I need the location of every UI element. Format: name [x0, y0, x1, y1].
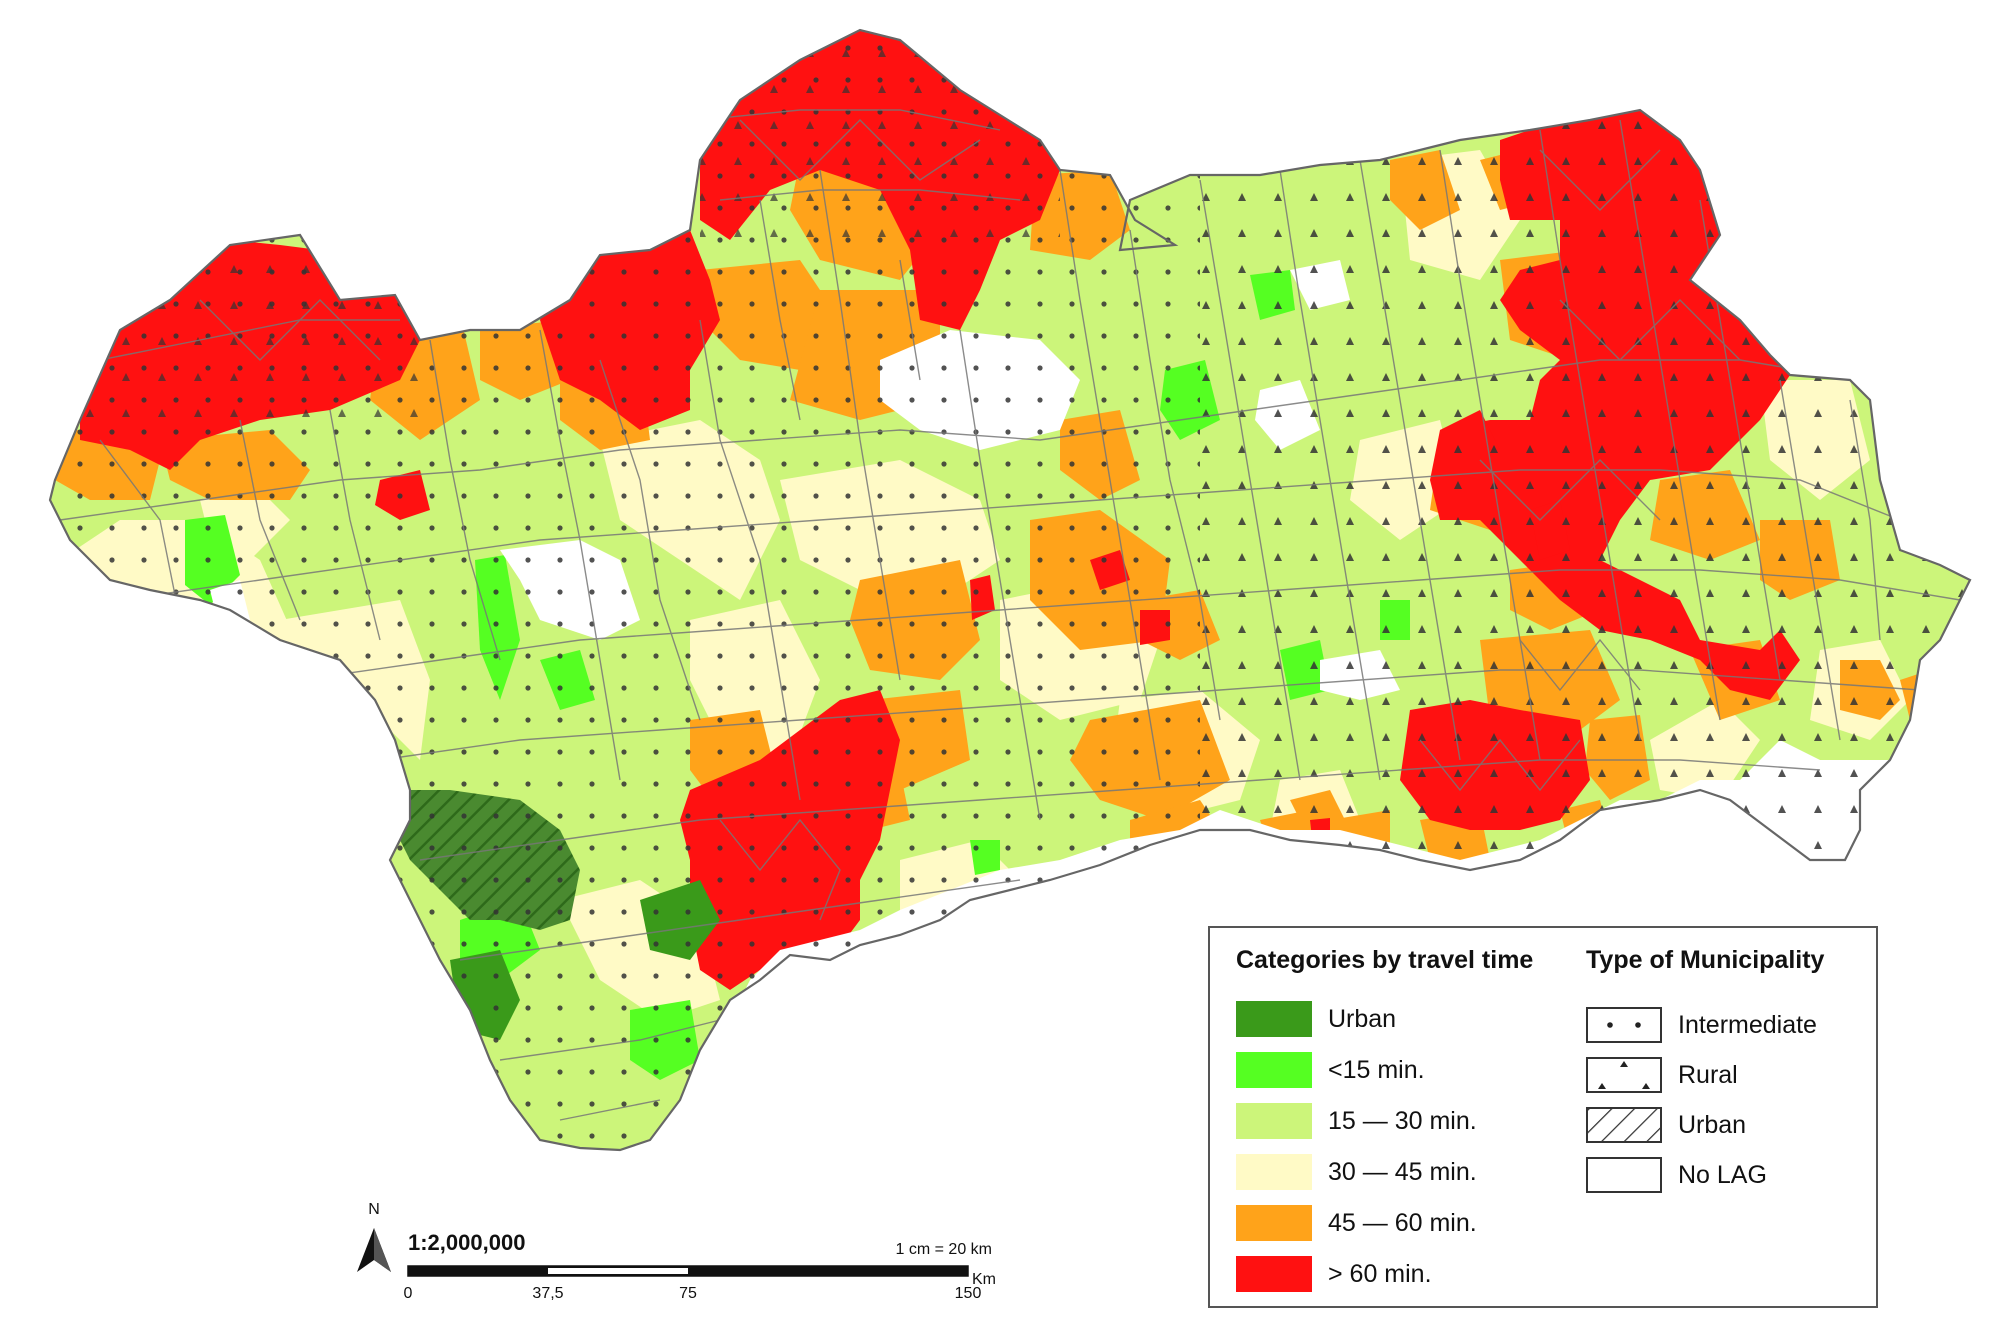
- swatch-lt15: [1236, 1052, 1312, 1088]
- legend-travel-item-gt60: > 60 min.: [1236, 1255, 1432, 1293]
- swatch-gt60: [1236, 1256, 1312, 1292]
- legend-type-item-urban: Urban: [1586, 1106, 1746, 1144]
- legend-label: No LAG: [1678, 1160, 1767, 1189]
- scale-tick-0: 0: [404, 1285, 413, 1302]
- legend-travel-item-45-60: 45 — 60 min.: [1236, 1204, 1477, 1242]
- legend-travel-item-lt15: <15 min.: [1236, 1051, 1425, 1089]
- empty-pattern-icon: [1586, 1157, 1662, 1193]
- legend-type-item-rural: Rural: [1586, 1056, 1738, 1094]
- hatch-pattern-icon: [1586, 1107, 1662, 1143]
- scale-unit: Km: [972, 1271, 996, 1288]
- legend-label: Urban: [1678, 1110, 1747, 1139]
- legend-label: 45 — 60 min.: [1328, 1208, 1477, 1237]
- legend-label: 15 — 30 min.: [1328, 1106, 1477, 1135]
- legend-travel-item-30-45: 30 — 45 min.: [1236, 1153, 1477, 1191]
- legend-type-item-no-lag: No LAG: [1586, 1156, 1767, 1194]
- triangles-pattern-icon: [1586, 1057, 1662, 1093]
- swatch-urban: [1236, 1001, 1312, 1037]
- scale-bar-group: N 1:2,000,000 1 cm = 20 km Km 0 37,5 75 …: [357, 1201, 996, 1302]
- scale-ratio: 1:2,000,000: [408, 1230, 525, 1255]
- legend-type-title: Type of Municipality: [1586, 946, 1825, 974]
- swatch-15-30: [1236, 1103, 1312, 1139]
- swatch-45-60: [1236, 1205, 1312, 1241]
- legend-travel-title: Categories by travel time: [1236, 946, 1534, 974]
- north-label: N: [368, 1201, 380, 1218]
- legend-label: Intermediate: [1678, 1010, 1817, 1039]
- scale-tick-3: 150: [955, 1285, 982, 1302]
- legend-travel-item-urban: Urban: [1236, 1000, 1396, 1038]
- legend-label: 30 — 45 min.: [1328, 1157, 1477, 1186]
- scale-conversion: 1 cm = 20 km: [896, 1241, 992, 1258]
- legend-label: > 60 min.: [1328, 1259, 1432, 1288]
- legend: Categories by travel time Urban <15 min.…: [1208, 926, 1878, 1308]
- legend-label: <15 min.: [1328, 1055, 1425, 1084]
- dots-pattern-icon: [1586, 1007, 1662, 1043]
- legend-travel-item-15-30: 15 — 30 min.: [1236, 1102, 1477, 1140]
- legend-label: Urban: [1328, 1004, 1397, 1033]
- swatch-30-45: [1236, 1154, 1312, 1190]
- legend-type-item-intermediate: Intermediate: [1586, 1006, 1817, 1044]
- legend-label: Rural: [1678, 1060, 1738, 1089]
- scale-tick-2: 75: [679, 1285, 697, 1302]
- scale-tick-1: 37,5: [532, 1285, 563, 1302]
- municipal-boundaries: [59, 109, 1961, 1121]
- tri-pattern-north: [700, 40, 1060, 260]
